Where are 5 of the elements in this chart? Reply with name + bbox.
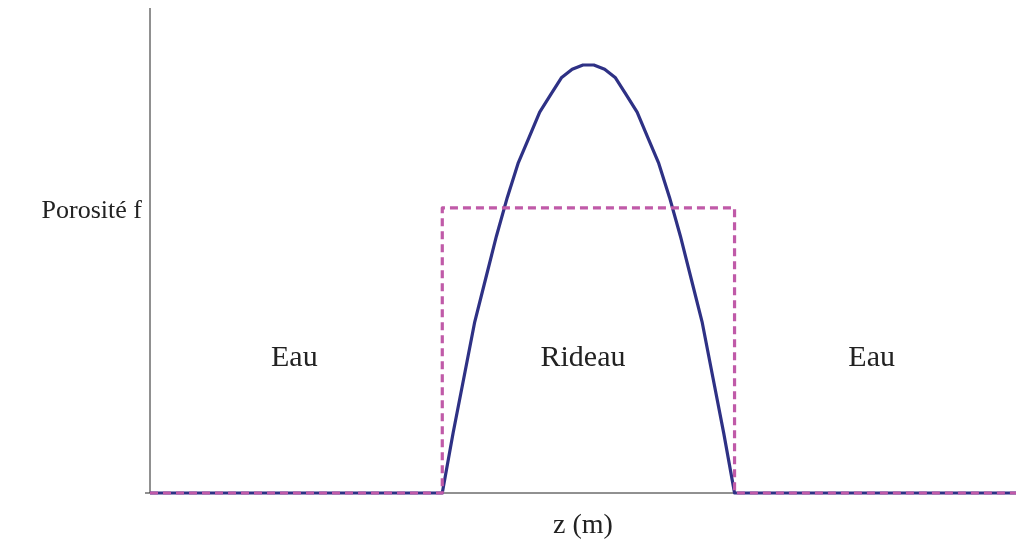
annotation: Eau bbox=[271, 339, 318, 372]
x-axis-title: z (m) bbox=[553, 508, 613, 539]
y-axis-title: Porosité f bbox=[41, 194, 143, 224]
annotation: Eau bbox=[848, 339, 895, 372]
annotation: Rideau bbox=[540, 339, 626, 372]
